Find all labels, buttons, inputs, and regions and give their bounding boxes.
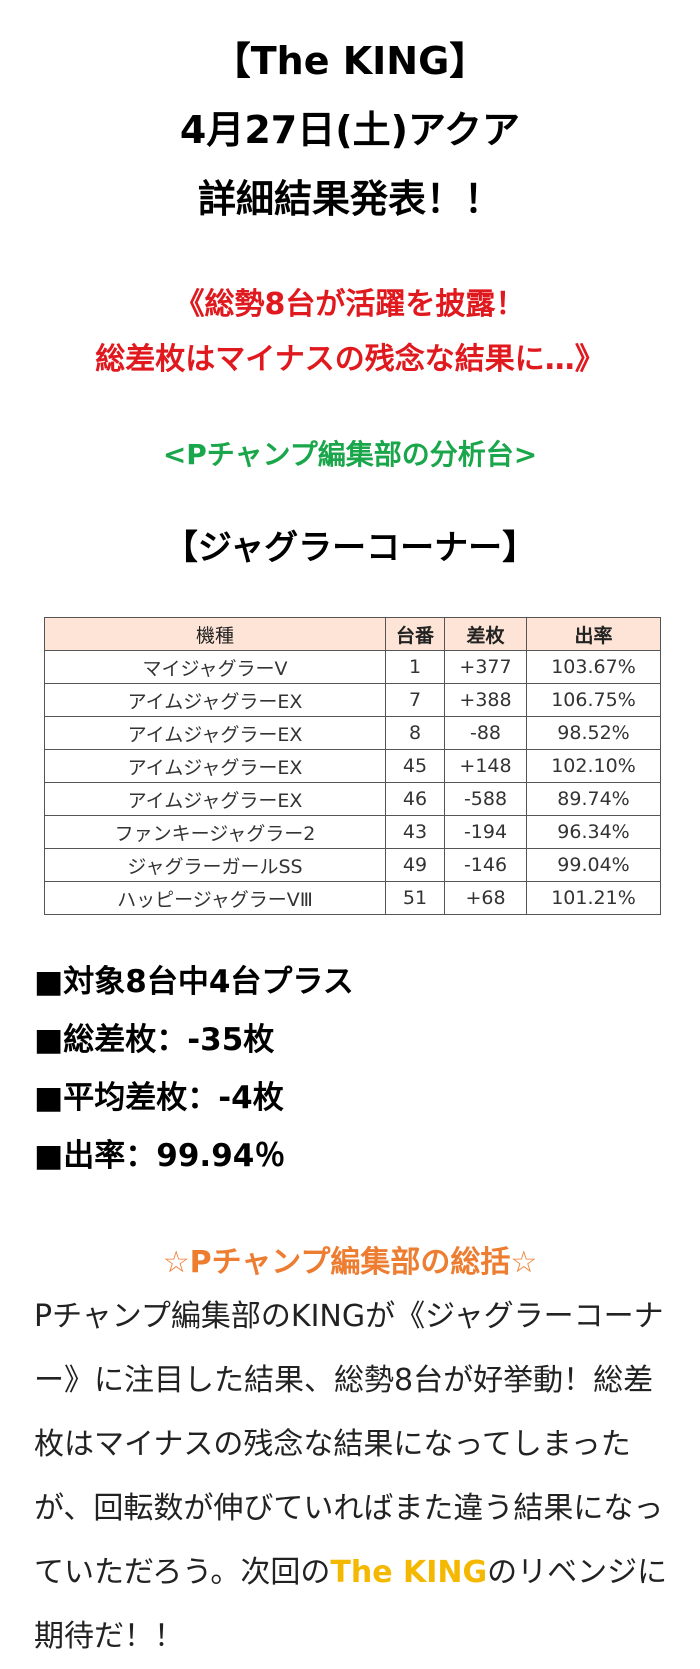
number-cell: 1 bbox=[385, 650, 445, 684]
table-row: アイムジャグラーEX 46 -588 89.74% bbox=[44, 782, 661, 816]
diff-cell: +148 bbox=[444, 749, 527, 783]
summary-total-diff: ■総差枚：-35枚 bbox=[34, 1022, 275, 1058]
table-row: ハッピージャグラーVⅢ 51 +68 101.21% bbox=[44, 881, 661, 915]
diff-cell: +68 bbox=[444, 881, 527, 915]
rate-cell: 89.74% bbox=[526, 782, 661, 816]
col-diff: 差枚 bbox=[444, 617, 527, 651]
number-cell: 43 bbox=[385, 815, 445, 849]
summary-payout-rate: ■出率：99.94％ bbox=[34, 1138, 286, 1174]
diff-cell: +388 bbox=[444, 683, 527, 717]
number-cell: 49 bbox=[385, 848, 445, 882]
rate-cell: 99.04% bbox=[526, 848, 661, 882]
results-table: 機種 台番 差枚 出率 マイジャグラーV 1 +377 103.67% アイムジャグラ… bbox=[44, 617, 661, 915]
machine-cell: ジャグラーガールSS bbox=[44, 848, 386, 882]
table-row: アイムジャグラーEX 7 +388 106.75% bbox=[44, 683, 661, 717]
summary-average-diff: ■平均差枚：-4枚 bbox=[34, 1080, 284, 1116]
table-row: アイムジャグラーEX 45 +148 102.10% bbox=[44, 749, 661, 783]
machine-cell: ハッピージャグラーVⅢ bbox=[44, 881, 386, 915]
diff-cell: -146 bbox=[444, 848, 527, 882]
wrapup-text-before: Pチャンプ編集部のKINGが《ジャグラーコーナー》に注目した結果、総勢8台が好挙… bbox=[34, 1299, 664, 1590]
wrapup-title: ☆Pチャンプ編集部の総括☆ bbox=[162, 1245, 538, 1280]
rate-cell: 106.75% bbox=[526, 683, 661, 717]
rate-cell: 96.34% bbox=[526, 815, 661, 849]
rate-cell: 103.67% bbox=[526, 650, 661, 684]
king-highlight: The KING bbox=[330, 1555, 488, 1590]
number-cell: 45 bbox=[385, 749, 445, 783]
table-row: ジャグラーガールSS 49 -146 99.04% bbox=[44, 848, 661, 882]
page-title-line2: 4月27日(土)アクア bbox=[179, 108, 521, 152]
number-cell: 7 bbox=[385, 683, 445, 717]
diff-cell: +377 bbox=[444, 650, 527, 684]
headline-line2: 総差枚はマイナスの残念な結果に…》 bbox=[95, 342, 605, 377]
table-header-row: 機種 台番 差枚 出率 bbox=[44, 617, 661, 651]
machine-cell: アイムジャグラーEX bbox=[44, 716, 386, 750]
analysis-subheading: <Pチャンプ編集部の分析台> bbox=[162, 438, 538, 471]
rate-cell: 102.10% bbox=[526, 749, 661, 783]
number-cell: 8 bbox=[385, 716, 445, 750]
number-cell: 46 bbox=[385, 782, 445, 816]
col-rate: 出率 bbox=[526, 617, 661, 651]
corner-title: 【ジャグラーコーナー】 bbox=[163, 528, 537, 568]
machine-cell: マイジャグラーV bbox=[44, 650, 386, 684]
number-cell: 51 bbox=[385, 881, 445, 915]
diff-cell: -194 bbox=[444, 815, 527, 849]
rate-cell: 98.52% bbox=[526, 716, 661, 750]
table-row: マイジャグラーV 1 +377 103.67% bbox=[44, 650, 661, 684]
headline-line1: 《総勢8台が活躍を披露！ bbox=[174, 287, 526, 322]
summary-plus-count: ■対象8台中4台プラス bbox=[34, 964, 354, 1000]
machine-cell: アイムジャグラーEX bbox=[44, 749, 386, 783]
wrapup-text-after: のリベンジに期待だ！！ bbox=[34, 1555, 668, 1654]
diff-cell: -588 bbox=[444, 782, 527, 816]
page-title-line1: 【The KING】 bbox=[212, 39, 488, 83]
wrapup-body: Pチャンプ編集部のKINGが《ジャグラーコーナー》に注目した結果、総勢8台が好挙… bbox=[34, 1285, 674, 1669]
col-number: 台番 bbox=[385, 617, 445, 651]
diff-cell: -88 bbox=[444, 716, 527, 750]
rate-cell: 101.21% bbox=[526, 881, 661, 915]
machine-cell: アイムジャグラーEX bbox=[44, 683, 386, 717]
table-row: ファンキージャグラー2 43 -194 96.34% bbox=[44, 815, 661, 849]
machine-cell: アイムジャグラーEX bbox=[44, 782, 386, 816]
table-row: アイムジャグラーEX 8 -88 98.52% bbox=[44, 716, 661, 750]
col-machine: 機種 bbox=[44, 617, 386, 651]
page-title-line3: 詳細結果発表！！ bbox=[197, 177, 502, 221]
machine-cell: ファンキージャグラー2 bbox=[44, 815, 386, 849]
